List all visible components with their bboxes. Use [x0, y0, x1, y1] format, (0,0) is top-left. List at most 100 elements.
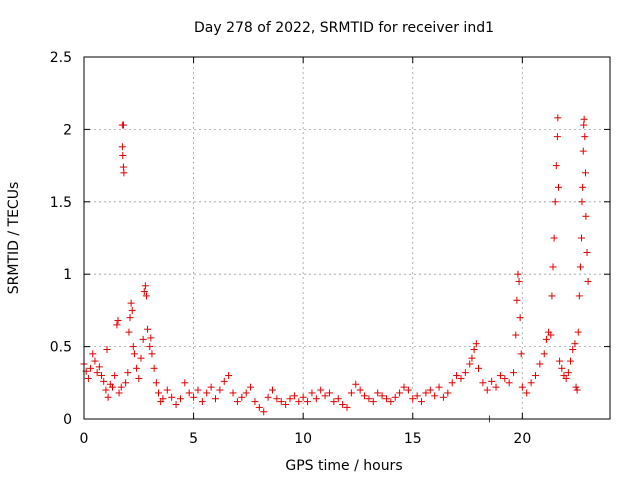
data-point: [216, 386, 224, 394]
data-point: [369, 398, 377, 406]
data-point: [569, 345, 577, 353]
data-point: [163, 386, 171, 394]
data-point: [554, 114, 562, 122]
data-point: [562, 374, 570, 382]
data-point: [273, 395, 281, 403]
data-point: [581, 169, 589, 177]
data-point: [247, 383, 255, 391]
data-point: [418, 398, 426, 406]
data-point: [515, 277, 523, 285]
data-point: [290, 392, 298, 400]
data-point: [203, 389, 211, 397]
data-point: [576, 263, 584, 271]
data-point: [159, 395, 167, 403]
data-point: [542, 335, 550, 343]
data-point: [144, 325, 152, 333]
data-point: [365, 395, 373, 403]
axis-ticks: [83, 56, 610, 420]
data-point: [251, 398, 259, 406]
data-point: [531, 372, 539, 380]
data-point: [212, 395, 219, 403]
data-point: [140, 288, 148, 296]
data-point: [578, 198, 586, 206]
data-point: [422, 389, 430, 397]
data-point: [548, 292, 556, 300]
y-tick-label: 2.5: [50, 50, 72, 66]
data-point: [321, 392, 329, 400]
data-point: [552, 162, 560, 170]
data-point: [396, 389, 404, 397]
data-point: [400, 383, 408, 391]
data-point: [448, 379, 456, 387]
data-point: [317, 386, 325, 394]
y-tick-label: 1.5: [50, 195, 72, 211]
data-point: [513, 296, 521, 304]
data-point: [516, 314, 524, 322]
data-point: [514, 270, 522, 278]
x-tick-label: 5: [189, 431, 198, 447]
data-point: [299, 393, 307, 401]
data-point: [444, 389, 452, 397]
data-point: [356, 386, 364, 394]
data-point: [505, 379, 513, 387]
data-point: [339, 401, 347, 409]
data-point: [268, 386, 276, 394]
plot-frame: [83, 56, 611, 420]
grid-lines: [84, 57, 610, 419]
data-point: [426, 386, 434, 394]
data-point: [453, 372, 461, 380]
data-point: [229, 389, 237, 397]
data-point: [325, 389, 333, 397]
data-point: [286, 395, 294, 403]
data-point: [130, 350, 138, 358]
data-point: [135, 374, 143, 382]
data-point: [207, 383, 215, 391]
data-point: [194, 386, 202, 394]
data-point: [527, 379, 535, 387]
data-point: [584, 277, 592, 285]
data-point: [334, 395, 342, 403]
data-point: [501, 374, 509, 382]
data-point: [457, 374, 465, 382]
data-point: [475, 364, 482, 372]
x-tick-label: 10: [294, 431, 312, 447]
data-point: [264, 393, 272, 401]
data-point: [129, 343, 137, 351]
data-point: [238, 393, 246, 401]
data-point: [549, 263, 557, 271]
data-point: [152, 379, 160, 387]
data-point: [352, 380, 360, 388]
data-point: [382, 395, 390, 403]
data-point: [553, 133, 561, 141]
data-point: [567, 357, 575, 365]
data-point: [142, 292, 150, 300]
data-point: [91, 357, 99, 365]
data-point: [564, 369, 572, 377]
chart-title: Day 278 of 2022, SRMTID for receiver ind…: [194, 20, 494, 36]
data-point: [574, 328, 582, 336]
data-point: [98, 372, 106, 380]
data-point: [122, 379, 130, 387]
data-point: [137, 354, 145, 362]
data-point: [87, 364, 95, 372]
data-point: [575, 292, 583, 300]
data-point: [260, 408, 268, 416]
data-point: [282, 401, 290, 409]
data-point: [118, 143, 126, 151]
data-point: [466, 360, 474, 368]
data-point: [185, 389, 193, 397]
data-point: [147, 334, 155, 342]
data-point: [573, 386, 581, 394]
x-tick-label: 20: [513, 431, 531, 447]
data-point: [431, 392, 439, 400]
data-point: [119, 151, 127, 159]
data-point: [120, 169, 128, 177]
data-point: [126, 314, 134, 322]
data-point: [115, 389, 123, 397]
data-point: [114, 317, 122, 325]
data-point: [554, 183, 562, 191]
y-tick-label: 0: [63, 412, 72, 428]
data-point: [155, 389, 163, 397]
data-point: [470, 345, 478, 353]
y-tick-labels: 0 0.5 1 1.5 2 2.5: [50, 50, 72, 428]
